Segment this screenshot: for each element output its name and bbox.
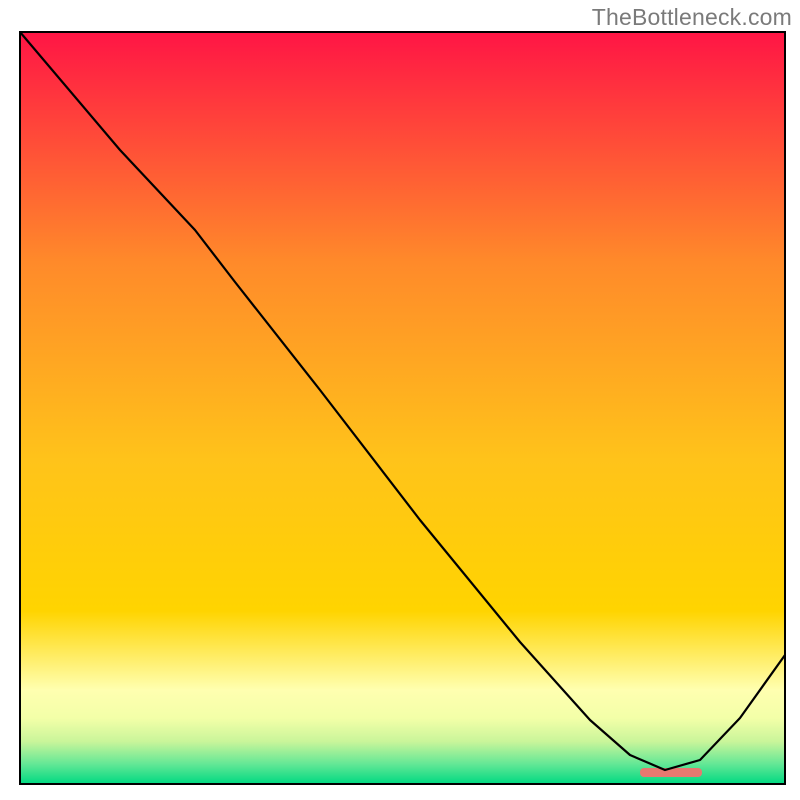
bottleneck-chart (0, 0, 800, 800)
watermark-text: TheBottleneck.com (592, 4, 792, 31)
gradient-red-yellow (20, 32, 785, 690)
chart-container: TheBottleneck.com (0, 0, 800, 800)
